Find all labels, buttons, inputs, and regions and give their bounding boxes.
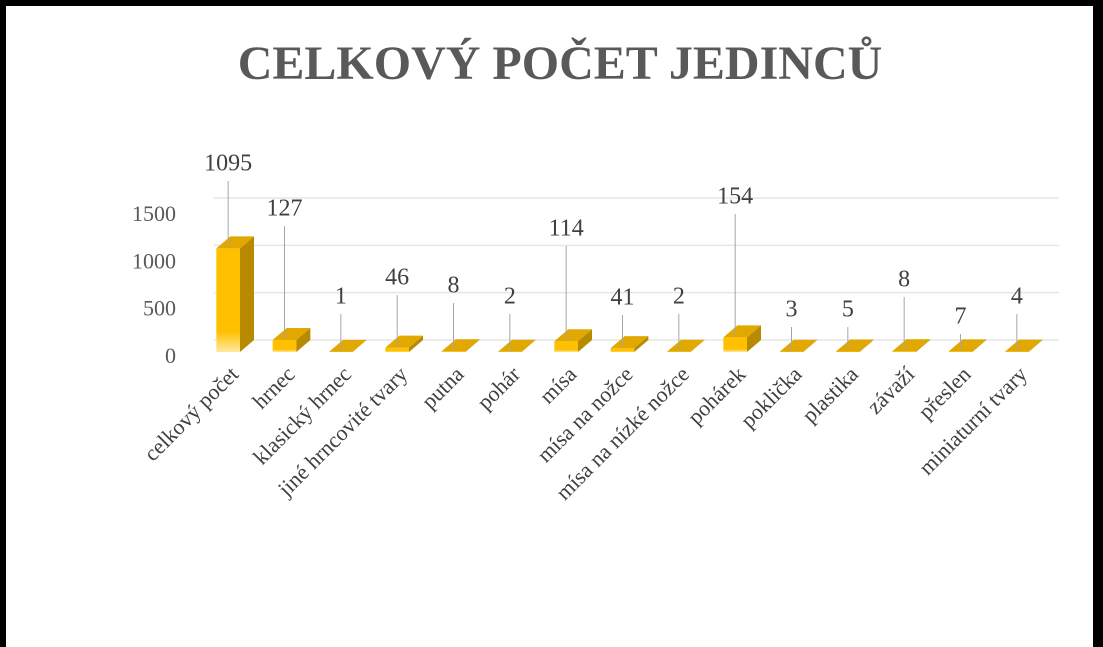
bar-front [272,339,297,352]
y-tick-label: 1000 [132,248,176,273]
data-label: 8 [898,267,910,293]
data-label: 114 [549,216,584,242]
bar-top [498,339,536,352]
bar-side [634,336,649,352]
bar [779,339,818,352]
bar-top [554,329,592,342]
bar-top [948,339,987,352]
x-tick-label: poklička [735,361,806,432]
bar-front [610,348,635,352]
bar [892,339,930,352]
bar [272,327,311,352]
bar [723,325,761,352]
bar [216,236,254,352]
bar-top [272,327,311,340]
chart-title: CELKOVÝ POČET JEDINCŮ [238,35,883,90]
bar-side [1028,339,1043,352]
x-tick-label: pohár [472,361,526,415]
x-tick-label: celkový počet [139,361,244,466]
data-label: 46 [385,265,409,291]
bar [667,339,705,352]
data-label: 41 [611,285,635,311]
bar [441,339,480,352]
data-label: 8 [448,273,460,299]
data-label: 4 [1011,284,1023,310]
bar-front [948,351,973,352]
bar-top [1005,339,1043,352]
data-label: 154 [717,184,753,210]
bar [498,339,536,352]
bar [610,336,649,352]
bar-front [441,351,466,352]
bar-top [779,339,818,352]
bar-side [690,339,705,352]
data-label: 7 [955,304,967,330]
bar-front [554,341,578,352]
data-label: 1095 [204,151,252,177]
bar-top [329,339,367,352]
bar-side [859,339,874,352]
bar-side [408,335,423,352]
bar-front [385,347,409,352]
bar-top [667,339,705,352]
x-tick-label: mísa [534,361,581,408]
bar-top [441,339,480,352]
bar-top [216,236,254,249]
bar [1005,339,1043,352]
x-tick-label: putna [416,361,468,413]
bar-top [723,325,761,338]
bar [948,339,987,352]
bar-side [465,339,480,352]
bar [554,329,592,352]
data-label: 2 [504,284,516,310]
bar-side [972,339,987,352]
bar-top [836,339,874,352]
bar-front [216,248,240,352]
x-tick-label: závaží [862,361,919,418]
bar [329,339,367,352]
x-tick-label: hrnec [247,361,299,413]
bar-side [915,339,930,352]
bar-side [521,339,536,352]
bar [385,335,423,352]
bar-top [385,335,423,348]
bar-side [803,339,818,352]
bar-side [746,325,761,352]
data-label: 1 [335,284,347,310]
bar-side [577,329,592,352]
bar-side [239,236,254,352]
y-tick-label: 500 [143,296,176,321]
y-tick-label: 1500 [132,201,176,226]
data-label: 2 [673,284,685,310]
bar-front [723,337,747,352]
y-tick-label: 0 [165,343,176,368]
x-tick-label: plastika [797,361,863,427]
data-label: 3 [786,297,798,323]
bar-front [892,351,916,352]
bar-side [352,339,367,352]
data-label: 5 [842,297,854,323]
bar [836,339,874,352]
bar-top [892,339,930,352]
bar-side [296,327,311,352]
bar-top [610,336,649,349]
data-label: 127 [267,196,303,222]
